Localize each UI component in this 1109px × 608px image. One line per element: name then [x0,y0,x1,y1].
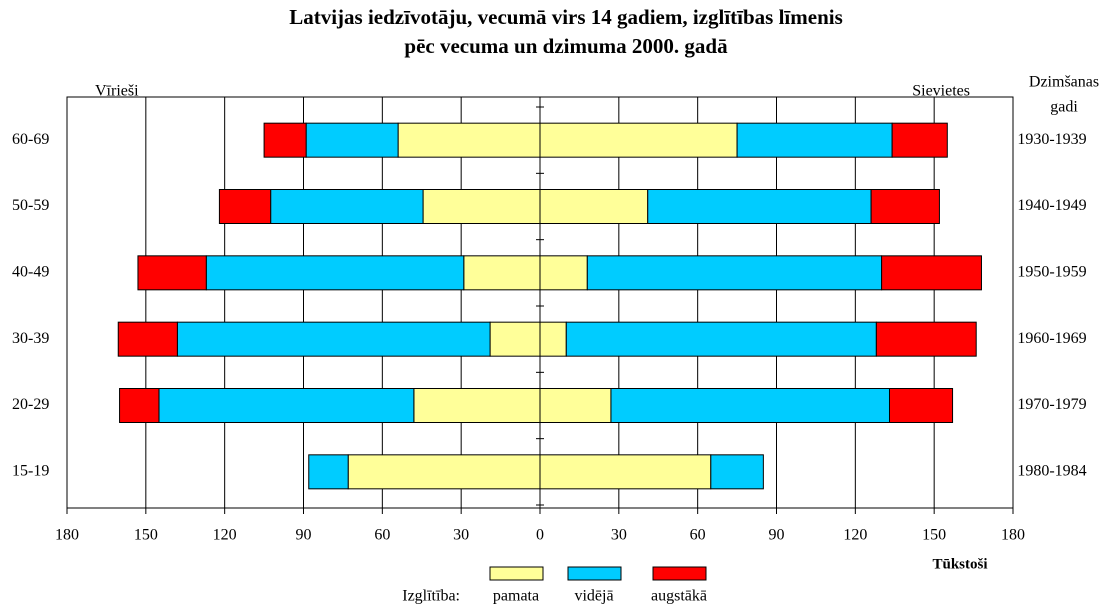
y-tick-label: 60-69 [12,131,49,148]
x-tick-label: 150 [922,527,946,544]
bar-segment [875,321,977,357]
legend-label: pamata [493,588,539,605]
x-tick-label: 90 [769,527,785,544]
bar-segment [539,321,567,357]
bar-segment [710,454,764,490]
y-tick-label: 50-59 [12,197,49,214]
x-tick-label: 90 [296,527,312,544]
y-tick-label: 15-19 [12,463,49,480]
legend-label: vidējā [574,588,613,605]
chart-title: pēc vecuma un dzimuma 2000. gadā [404,34,728,58]
bar-segment [539,255,588,291]
y2-tick-label: 1930-1939 [1017,131,1086,148]
y-tick-label: 40-49 [12,264,49,281]
bar-segment [205,255,465,291]
bar-segment [888,388,954,423]
x-tick-label: 0 [536,527,544,544]
x-tick-label: 120 [843,527,867,544]
bar-segment [305,122,399,158]
bar-segment [176,321,491,357]
bar-segment [117,321,178,357]
x-axis-label: Tūkstoši [932,556,987,572]
bar-segment [218,189,272,224]
bar-segment [270,189,424,224]
bar-segment [263,122,307,158]
bar-segment [539,189,649,224]
y-tick-label: 20-29 [12,396,49,413]
bar-segment [308,454,349,490]
y2-tick-label: 1970-1979 [1017,396,1086,413]
y2-tick-label: 1960-1969 [1017,330,1086,347]
bar-segment [463,255,541,291]
right-axis-title: gadi [1050,99,1078,116]
bar-segment [119,388,160,423]
bar-segment [347,454,541,490]
left-label: Vīrieši [95,83,139,100]
bar-segment [586,255,883,291]
x-tick-label: 180 [55,527,79,544]
bar-segment [489,321,541,357]
bar-segment [891,122,948,158]
bar-segment [539,388,612,423]
x-tick-label: 150 [134,527,158,544]
x-tick-label: 120 [213,527,237,544]
x-tick-label: 30 [453,527,469,544]
x-tick-label: 30 [611,527,627,544]
legend-label: augstākā [651,588,707,605]
bar-segment [881,255,982,291]
legend-swatch [652,566,707,581]
y2-tick-label: 1950-1959 [1017,264,1086,281]
bar-segment [422,189,541,224]
bar-segment [539,454,712,490]
bar-segment [870,189,940,224]
bar-segment [539,122,738,158]
x-tick-label: 60 [690,527,706,544]
bar-segment [137,255,207,291]
bar-segment [397,122,541,158]
bar-segment [610,388,890,423]
legend-title: Izglītība: [402,588,460,605]
right-label: Sievietes [912,83,970,100]
bar-segment [413,388,541,423]
bar-segment [158,388,415,423]
y2-tick-label: 1940-1949 [1017,197,1086,214]
x-tick-label: 60 [374,527,390,544]
legend-swatch [489,566,544,581]
chart-title: Latvijas iedzīvotāju, vecumā virs 14 gad… [289,5,843,29]
legend-swatch [567,566,622,581]
bar-segment [736,122,893,158]
x-tick-label: 180 [1001,527,1025,544]
right-axis-title: Dzimšanas [1029,74,1099,91]
y-tick-label: 30-39 [12,330,49,347]
bar-segment [565,321,877,357]
y2-tick-label: 1980-1984 [1017,463,1086,480]
bar-segment [647,189,872,224]
